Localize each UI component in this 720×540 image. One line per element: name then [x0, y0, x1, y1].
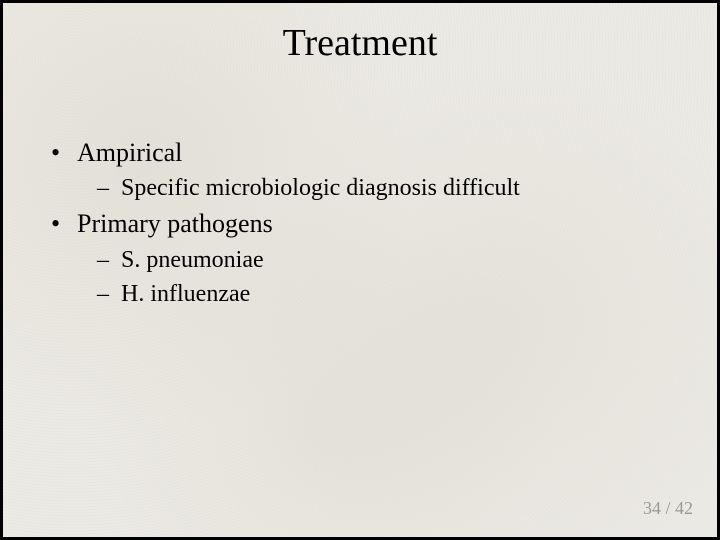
- bullet-level2: H. influenzae: [43, 278, 677, 310]
- bullet-level1: Ampirical: [43, 135, 677, 170]
- bullet-level1: Primary pathogens: [43, 206, 677, 241]
- slide-title: Treatment: [3, 3, 717, 65]
- slide-content: Ampirical Specific microbiologic diagnos…: [3, 65, 717, 310]
- bullet-level2: S. pneumoniae: [43, 244, 677, 276]
- slide: Treatment Ampirical Specific microbiolog…: [0, 0, 720, 540]
- page-number: 34 / 42: [643, 498, 693, 519]
- bullet-level2: Specific microbiologic diagnosis difficu…: [43, 172, 677, 204]
